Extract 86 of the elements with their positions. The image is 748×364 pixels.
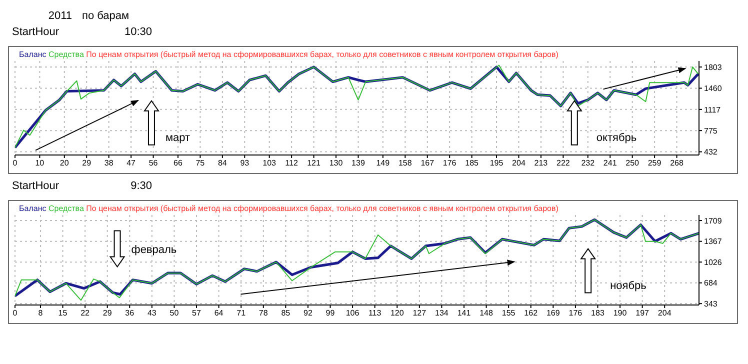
x-tick-label: 112 [285, 158, 298, 168]
x-tick-label: 148 [480, 308, 494, 318]
x-tick-label: 84 [218, 158, 228, 168]
x-tick-label: 121 [307, 158, 322, 168]
y-tick-label: 432 [704, 148, 718, 157]
y-tick-label: 684 [704, 278, 718, 288]
y-tick-label: 1460 [704, 84, 722, 94]
text: Баланс [19, 50, 48, 59]
x-tick-label: 232 [581, 158, 596, 168]
annotation: октябрь [596, 132, 637, 144]
x-tick-label: 38 [104, 158, 114, 168]
x-tick-label: 106 [346, 308, 360, 318]
chart-subtitle: По ценам открытия (быстрый метод на сформировавшихся барах, только для советников с явным контролем открытия баров) [86, 50, 559, 59]
y-tick-label: 343 [704, 299, 718, 308]
x-tick-label: 43 [147, 308, 157, 318]
text: 2011 [47, 9, 73, 24]
x-tick-label: 197 [636, 308, 650, 318]
x-tick-label: 155 [502, 308, 516, 318]
x-tick-label: 120 [390, 308, 404, 318]
x-tick-label: 0 [12, 158, 18, 168]
x-tick-label: 250 [626, 158, 640, 168]
x-tick-label: 75 [196, 158, 206, 168]
annotation: ноябрь [610, 280, 647, 292]
x-tick-label: 113 [368, 308, 382, 318]
x-tick-label: 176 [568, 308, 583, 318]
x-tick-label: 213 [534, 158, 548, 168]
x-tick-label: 29 [102, 308, 112, 318]
x-tick-label: 99 [326, 308, 336, 318]
x-tick-label: 169 [546, 308, 560, 318]
x-tick-label: 259 [648, 158, 662, 168]
x-tick-label: 85 [281, 308, 291, 318]
x-tick-label: 241 [603, 158, 618, 168]
x-tick-label: 36 [125, 308, 135, 318]
y-tick-label: 1026 [704, 258, 722, 267]
text: 10:30 [123, 25, 153, 40]
x-tick-label: 66 [174, 158, 183, 168]
x-tick-label: 134 [435, 308, 449, 318]
x-tick-label: 185 [465, 158, 480, 168]
y-tick-label: 1367 [704, 237, 722, 246]
text: по барам [81, 9, 130, 24]
annotation: март [165, 132, 190, 144]
x-tick-label: 195 [490, 158, 504, 168]
x-tick-label: 176 [442, 158, 457, 168]
x-tick-label: 130 [329, 158, 344, 168]
x-tick-label: 141 [457, 308, 472, 318]
x-tick-label: 204 [658, 308, 672, 318]
x-tick-label: 22 [80, 308, 90, 318]
x-tick-label: 127 [412, 308, 427, 318]
x-tick-label: 64 [214, 308, 224, 318]
x-tick-label: 8 [38, 308, 44, 318]
x-tick-label: 149 [376, 158, 390, 168]
x-tick-label: 50 [170, 308, 180, 318]
x-tick-label: 20 [60, 158, 70, 168]
y-tick-label: 1803 [704, 62, 722, 72]
x-tick-label: 222 [556, 158, 570, 168]
x-tick-label: 71 [236, 308, 246, 318]
y-tick-label: 1709 [704, 216, 722, 226]
x-tick-label: 47 [126, 158, 136, 168]
text: Средства [48, 50, 86, 59]
x-tick-label: 183 [591, 308, 605, 318]
y-tick-label: 1117 [704, 105, 722, 114]
x-tick-label: 204 [512, 158, 526, 168]
x-tick-label: 10 [35, 158, 45, 168]
text: StartHour [11, 25, 60, 40]
y-tick-label: 775 [704, 126, 718, 136]
x-tick-label: 103 [262, 158, 277, 168]
annotation: февраль [131, 244, 177, 256]
text: Баланс [19, 204, 48, 213]
text: Средства [48, 204, 86, 213]
x-tick-label: 139 [352, 158, 366, 168]
text: 9:30 [130, 179, 153, 194]
x-tick-label: 93 [240, 158, 250, 168]
x-tick-label: 56 [148, 158, 158, 168]
x-tick-label: 167 [420, 158, 435, 168]
x-tick-label: 0 [12, 308, 18, 318]
x-tick-label: 268 [670, 158, 684, 168]
x-tick-label: 15 [58, 308, 68, 318]
x-tick-label: 162 [524, 308, 538, 318]
chart-subtitle: По ценам открытия (быстрый метод на сформировавшихся барах, только для советников с явным контролем открытия баров) [86, 204, 559, 213]
x-tick-label: 92 [304, 308, 313, 318]
x-tick-label: 57 [192, 308, 202, 318]
x-tick-label: 78 [258, 308, 268, 318]
x-tick-label: 158 [398, 158, 412, 168]
x-tick-label: 29 [82, 158, 92, 168]
x-tick-label: 190 [613, 308, 628, 318]
text: StartHour [11, 179, 60, 194]
